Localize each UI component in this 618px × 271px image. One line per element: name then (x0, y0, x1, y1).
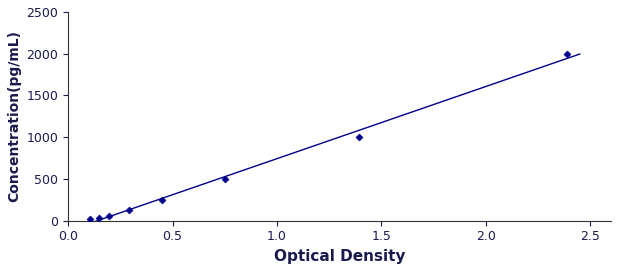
X-axis label: Optical Density: Optical Density (274, 249, 405, 264)
Y-axis label: Concentration(pg/mL): Concentration(pg/mL) (7, 30, 21, 202)
